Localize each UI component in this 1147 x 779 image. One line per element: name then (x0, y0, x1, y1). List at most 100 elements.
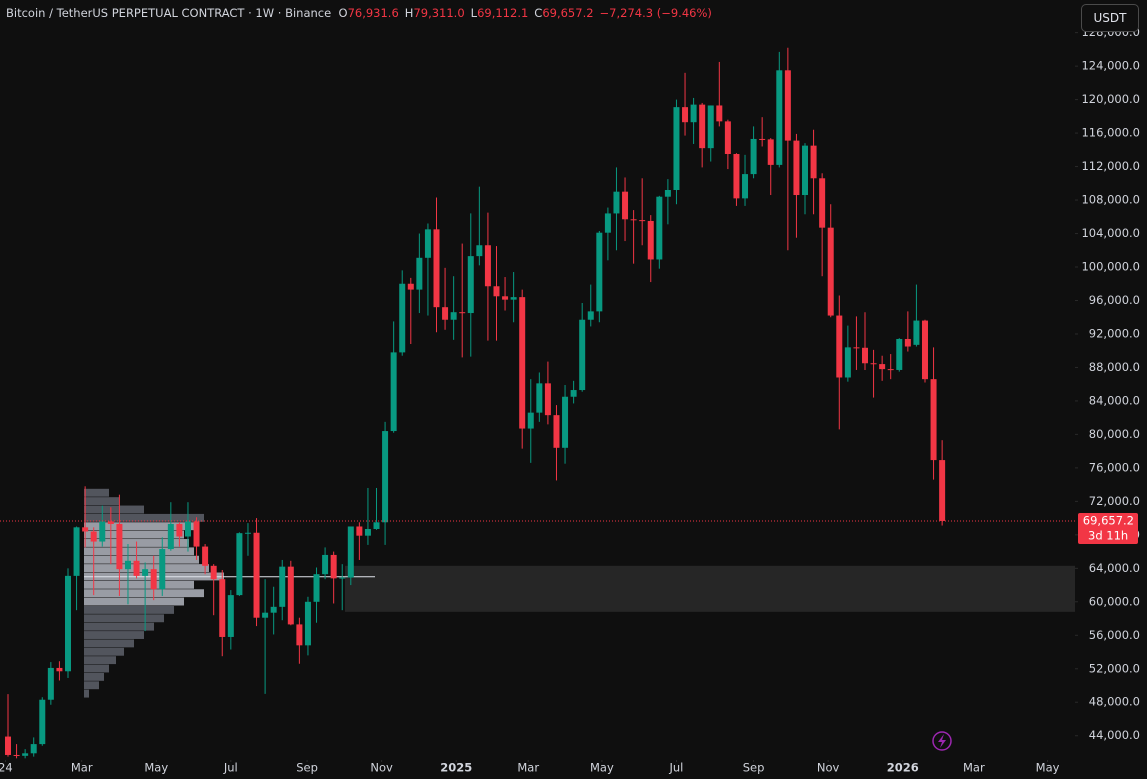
candle-body (570, 390, 577, 397)
candle-body (22, 753, 29, 756)
x-tick-label: Mar (517, 761, 539, 775)
candle-body (639, 220, 646, 222)
profile-bar (84, 689, 89, 698)
candle-body (304, 601, 311, 646)
candle-body (536, 383, 543, 413)
candle-body (390, 352, 397, 432)
candle-body (930, 379, 937, 461)
profile-bar (84, 488, 109, 497)
candle-body (107, 521, 114, 524)
candle-body (236, 533, 243, 596)
candle-body (167, 523, 174, 550)
candle-body (5, 736, 11, 755)
symbol-title: Bitcoin / TetherUS PERPETUAL CONTRACT · … (6, 6, 332, 20)
candle-body (896, 338, 903, 370)
candle-body (13, 754, 20, 756)
candle-body (733, 154, 740, 199)
candle-body (382, 431, 389, 523)
candle-body (339, 577, 346, 579)
last-price-label: 69,657.2 (1083, 513, 1134, 527)
profile-bar (84, 647, 124, 656)
y-tick-label: 96,000.0 (1089, 293, 1140, 307)
y-tick-label: 52,000.0 (1089, 661, 1140, 675)
ohlc-value: 76,931.6 (347, 6, 399, 20)
candle-body (699, 104, 706, 149)
candle-body (47, 667, 54, 700)
y-tick-label: 56,000.0 (1089, 628, 1140, 642)
candle-body (210, 565, 217, 580)
candle-body (853, 347, 860, 349)
y-tick-label: 84,000.0 (1089, 393, 1140, 407)
candle-body (562, 396, 569, 448)
x-tick-label: Mar (963, 761, 985, 775)
candle-body (493, 286, 500, 297)
candle-body (630, 219, 637, 221)
profile-bar (84, 497, 119, 506)
profile-bar (84, 505, 144, 514)
candle-body (416, 257, 423, 290)
profile-bar (84, 555, 199, 564)
last-price-box (1078, 512, 1138, 544)
candle-body (244, 532, 251, 534)
x-tick-label: 2025 (440, 761, 472, 775)
x-tick-label: Mar (71, 761, 93, 775)
y-tick-label: 112,000.0 (1081, 159, 1140, 173)
y-tick-label: 100,000.0 (1081, 260, 1140, 274)
ohlc-value: 69,657.2 (542, 6, 594, 20)
candle-body (330, 554, 337, 579)
candle-body (424, 229, 431, 258)
candle-body (613, 191, 620, 214)
candle-body (73, 527, 80, 576)
candle-body (519, 297, 526, 429)
candle-body (784, 70, 791, 141)
x-tick-label: Nov (817, 761, 840, 775)
x-tick-label: Sep (743, 761, 765, 775)
ohlc-key: C (534, 6, 543, 20)
candle-body (287, 566, 294, 625)
x-tick-label: May (1036, 761, 1060, 775)
profile-bar (84, 605, 174, 614)
candle-body (596, 232, 603, 312)
ohlc-value: 69,112.1 (477, 6, 529, 20)
change: −7,274.3 (−9.46%) (599, 6, 712, 20)
candle-body (476, 245, 483, 257)
candle-body (467, 256, 474, 314)
candle-body (939, 460, 946, 521)
x-tick-label: May (144, 761, 168, 775)
candle-body (484, 245, 491, 287)
candle-body (510, 297, 517, 300)
candle-body (656, 196, 663, 260)
candle-body (827, 227, 834, 316)
candle-body (502, 296, 509, 300)
candle-body (716, 105, 723, 122)
candle-body (810, 145, 817, 179)
candle-body (82, 527, 89, 532)
candle-body (262, 612, 269, 618)
y-tick-label: 76,000.0 (1089, 460, 1140, 474)
y-tick-label: 80,000.0 (1089, 427, 1140, 441)
candle-body (253, 532, 260, 618)
candle-body (819, 178, 826, 228)
candle-body (844, 347, 851, 378)
candle-body (64, 575, 71, 672)
candle-body (742, 174, 749, 199)
candle-body (30, 744, 37, 754)
candle-body (553, 415, 560, 448)
ohlc-key: H (404, 6, 414, 20)
candle-body (270, 606, 277, 613)
candle-body (279, 566, 286, 607)
profile-bar (84, 681, 99, 690)
zone (345, 565, 1075, 612)
alert-icon[interactable] (932, 731, 952, 751)
candle-body (124, 560, 131, 570)
y-tick-label: 124,000.0 (1081, 59, 1140, 73)
candle-body (673, 107, 680, 190)
candle-body (364, 528, 371, 536)
candle-body (544, 383, 551, 416)
candle-body (690, 104, 697, 123)
profile-bar (84, 631, 144, 639)
candle-body (313, 574, 320, 602)
currency-button[interactable]: USDT (1081, 4, 1139, 32)
candle-body (407, 283, 414, 290)
x-tick-label: Jul (669, 761, 684, 775)
